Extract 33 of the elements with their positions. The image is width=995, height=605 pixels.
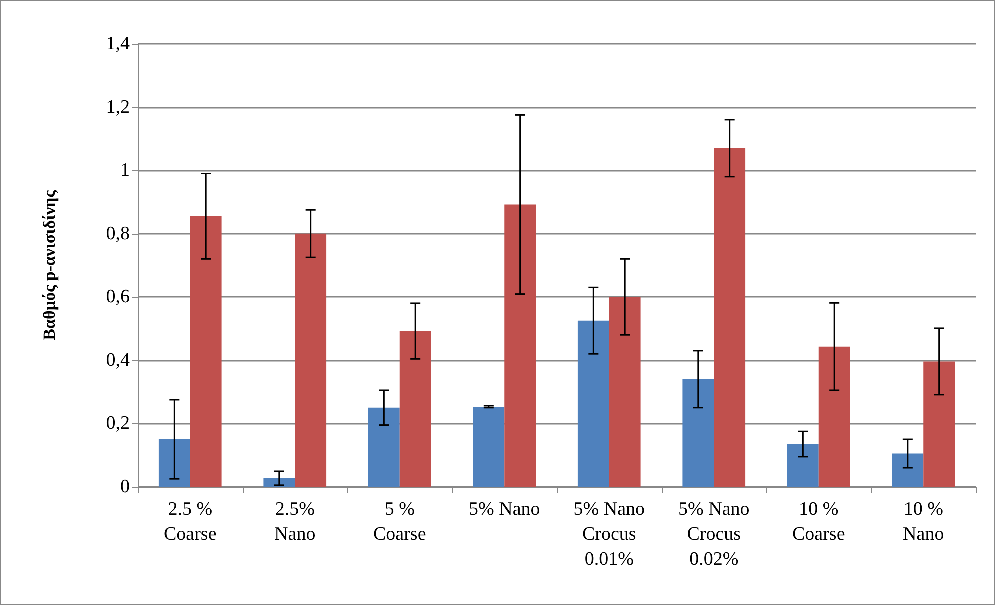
y-tick-label: 0,6 xyxy=(106,286,130,308)
bar xyxy=(714,148,746,487)
bar xyxy=(264,478,296,487)
x-tick-label: 5% Nano Crocus 0.01% xyxy=(574,499,645,570)
x-tick-label: 10 % Nano xyxy=(903,499,944,545)
bar xyxy=(504,204,536,487)
bar xyxy=(190,216,222,487)
y-tick-label: 0,4 xyxy=(106,350,130,371)
bar xyxy=(473,406,505,487)
bar xyxy=(818,346,850,487)
x-tick-label: 5 % Coarse xyxy=(373,499,426,545)
x-tick-label: 5% Nano xyxy=(469,499,540,520)
bar xyxy=(295,234,327,487)
bar xyxy=(578,320,610,487)
bar xyxy=(924,362,956,487)
x-tick-label: 10 % Coarse xyxy=(792,499,846,545)
bar xyxy=(400,331,432,487)
bar xyxy=(892,454,924,487)
y-tick-label: 0,2 xyxy=(106,413,130,434)
y-tick-label: 1,4 xyxy=(106,34,130,54)
x-tick-label: 2.5% Nano xyxy=(274,499,316,545)
bar xyxy=(682,379,714,487)
x-tick-label: 5% Nano Crocus 0.02% xyxy=(678,499,750,570)
y-tick-label: 1,2 xyxy=(106,96,130,118)
bar xyxy=(787,444,819,487)
y-tick-label: 0 xyxy=(120,476,130,498)
bar xyxy=(158,440,190,487)
y-tick-label: 1 xyxy=(120,160,130,182)
x-tick-label: 2.5 % Coarse xyxy=(164,499,217,545)
y-tick-label: 0,8 xyxy=(106,223,130,244)
bar xyxy=(368,408,400,487)
bar xyxy=(609,297,641,487)
y-axis-title: Βαθμός p-ανισιδίνης xyxy=(40,190,59,340)
